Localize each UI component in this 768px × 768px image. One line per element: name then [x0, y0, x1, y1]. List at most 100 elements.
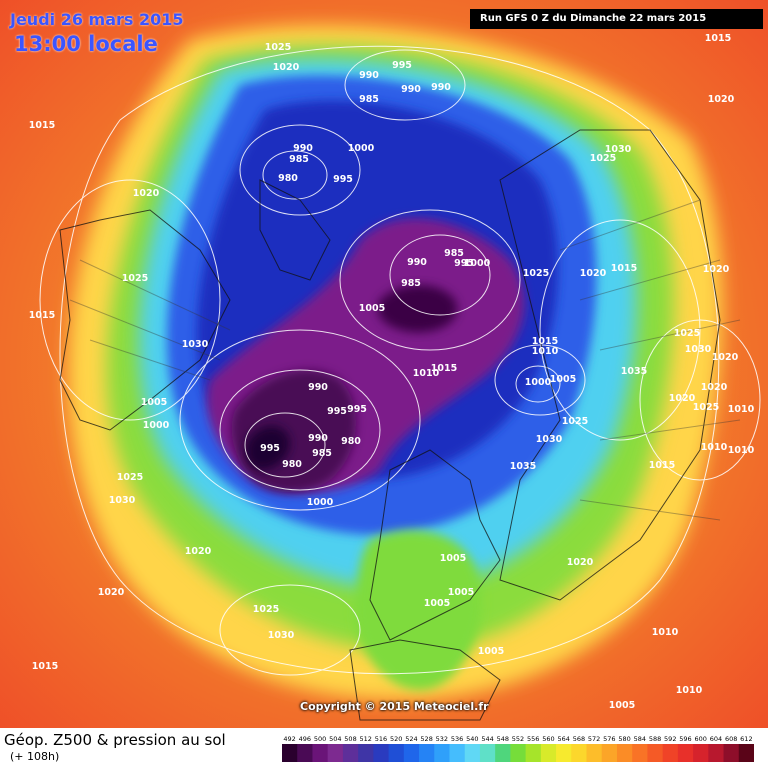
pressure-label: 1030: [685, 344, 712, 355]
pressure-label: 1020: [669, 393, 696, 404]
legend-value-label: 516: [375, 735, 387, 743]
pressure-label: 1030: [268, 630, 295, 641]
pressure-label: 1005: [141, 397, 167, 408]
legend-color-swatch: [586, 744, 603, 762]
isobar-low-atlantic: [179, 329, 421, 511]
pressure-label: 1005: [359, 303, 385, 314]
pressure-label: 990: [293, 143, 313, 154]
legend-value-label: 544: [481, 735, 493, 743]
coast-north-america: [59, 209, 231, 431]
pressure-label: 990: [359, 70, 379, 81]
pressure-label: 1010: [676, 685, 703, 696]
legend-value-label: 572: [588, 735, 600, 743]
legend-color-swatch: [419, 744, 435, 762]
coast-greenland: [259, 179, 331, 281]
legend-color-swatch: [373, 744, 390, 762]
pressure-label: 1000: [348, 143, 375, 154]
isobar-low-arctic-inner: [389, 234, 491, 316]
pressure-label: 1020: [273, 62, 300, 73]
legend-value-label: 532: [436, 735, 448, 743]
pressure-label: 1025: [122, 273, 148, 284]
legend-color-swatch: [342, 744, 359, 762]
pressure-label: 995: [392, 60, 412, 71]
legend-color-swatch: [434, 744, 450, 762]
isobar-low-atlantic-core: [244, 412, 326, 478]
isobar-high-asia: [539, 219, 701, 441]
pressure-label: 995: [347, 404, 367, 415]
run-info-box: Run GFS 0 Z du Dimanche 22 mars 2015: [470, 9, 763, 29]
pressure-label: 1025: [265, 42, 291, 53]
legend-color-swatch: [282, 744, 298, 762]
legend-color-swatch: [708, 744, 725, 762]
pressure-label: 1015: [29, 310, 55, 321]
legend-value-label: 596: [679, 735, 691, 743]
pressure-label: 1035: [621, 366, 647, 377]
pressure-label: 1020: [98, 587, 125, 598]
pressure-label: 980: [341, 436, 361, 447]
pressure-label: 1020: [703, 264, 730, 275]
legend-color-swatch: [601, 744, 618, 762]
legend-value-label: 500: [314, 735, 326, 743]
legend-value-label: 504: [329, 735, 341, 743]
pressure-label: 1030: [605, 144, 632, 155]
legend-color-swatch: [525, 744, 542, 762]
isobar-high-pacific-east: [639, 319, 761, 481]
legend-value-label: 568: [573, 735, 585, 743]
legend-value-label: 492: [283, 735, 295, 743]
pressure-label: 985: [289, 154, 309, 165]
pressure-label: 1015: [705, 33, 731, 44]
legend-color-swatch: [510, 744, 527, 762]
pressure-label: 1020: [133, 188, 160, 199]
pressure-label: 1005: [550, 374, 576, 385]
isobar-low-atlantic-inner: [219, 369, 381, 491]
pressure-label: 1020: [712, 352, 739, 363]
pressure-label: 995: [333, 174, 353, 185]
pressure-label: 1015: [32, 661, 58, 672]
pressure-label: 1020: [708, 94, 735, 105]
pressure-label: 1015: [532, 336, 558, 347]
isobar-ring-outer: [59, 45, 720, 675]
pressure-label: 1010: [652, 627, 679, 638]
forecast-lead-time: (+ 108h): [10, 750, 60, 763]
legend-value-label: 588: [649, 735, 661, 743]
isobar-low-greenland-inner: [262, 150, 328, 200]
pressure-label: 985: [359, 94, 379, 105]
isobar-low-siberia-inner: [515, 365, 561, 403]
forecast-time: 13:00 locale: [14, 32, 158, 56]
legend-value-label: 524: [405, 735, 417, 743]
pressure-label: 1020: [701, 382, 728, 393]
pressure-label: 1000: [464, 258, 491, 269]
pressure-label: 1025: [253, 604, 279, 615]
legend-value-label: 560: [542, 735, 554, 743]
legend-value-label: 548: [497, 735, 509, 743]
legend-color-swatch: [723, 744, 740, 762]
legend-value-label: 604: [710, 735, 722, 743]
z500-field: [68, 25, 722, 701]
pressure-label: 985: [312, 448, 332, 459]
pressure-label: 1005: [424, 598, 450, 609]
pressure-label: 1000: [525, 377, 552, 388]
legend-color-swatch: [662, 744, 679, 762]
pressure-label: 1025: [693, 402, 719, 413]
legend-value-label: 584: [634, 735, 646, 743]
copyright-text: Copyright © 2015 Meteociel.fr: [300, 700, 489, 713]
isobar-low-arctic: [339, 209, 521, 351]
pressure-label: 1010: [532, 346, 559, 357]
pressure-label: 980: [278, 173, 298, 184]
pressure-label: 1025: [674, 328, 700, 339]
pressure-label: 990: [308, 433, 328, 444]
legend-value-label: 592: [664, 735, 676, 743]
isobar-low-greenland: [239, 124, 361, 216]
pressure-label: 1015: [431, 363, 457, 374]
z500-green-europe: [354, 530, 482, 690]
legend-value-label: 608: [725, 735, 737, 743]
footer-bar: Géop. Z500 & pression au sol (+ 108h) 49…: [0, 728, 768, 768]
pressure-label: 1025: [590, 153, 616, 164]
pressure-label: 995: [454, 258, 474, 269]
pressure-label: 1025: [523, 268, 549, 279]
pressure-label: 1010: [728, 404, 755, 415]
pressure-label: 1015: [611, 263, 637, 274]
legend-color-swatch: [693, 744, 709, 762]
legend-color-swatch: [388, 744, 405, 762]
